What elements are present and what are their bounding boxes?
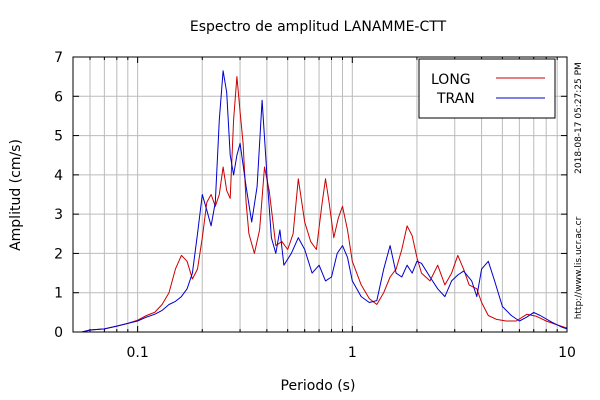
y-tick-label: 6 xyxy=(54,89,63,105)
x-axis-title: Periodo (s) xyxy=(281,378,356,394)
legend: LONG TRAN xyxy=(418,58,556,119)
grid-lines xyxy=(72,57,568,332)
y-axis-title: Amplitud (cm/s) xyxy=(8,139,24,251)
x-tick-label: 10 xyxy=(558,345,576,361)
y-tick-label: 1 xyxy=(54,286,63,302)
y-tick-label: 2 xyxy=(54,246,63,262)
series-line-tran xyxy=(81,70,568,333)
plot-frame xyxy=(72,56,568,333)
source-url-label: http://www.lis.ucr.ac.cr xyxy=(574,216,584,319)
legend-label-long: LONG xyxy=(431,72,471,88)
y-tick-label: 4 xyxy=(54,168,63,184)
y-tick-label: 5 xyxy=(54,129,63,145)
y-tick-label: 7 xyxy=(54,50,63,66)
legend-label-tran: TRAN xyxy=(436,91,475,107)
axis-ticks: 0 1 2 3 4 5 6 7 0.1 1 10 xyxy=(54,50,576,361)
x-tick-label: 0.1 xyxy=(126,345,148,361)
chart-title: Espectro de amplitud LANAMME-CTT xyxy=(190,19,447,35)
y-tick-label: 3 xyxy=(54,207,63,223)
timestamp-label: 2018-08-17 05:27:25 PM xyxy=(574,62,584,174)
y-tick-label: 0 xyxy=(54,325,63,341)
legend-box xyxy=(418,58,556,119)
series-lines xyxy=(81,70,568,333)
x-tick-label: 1 xyxy=(348,345,357,361)
